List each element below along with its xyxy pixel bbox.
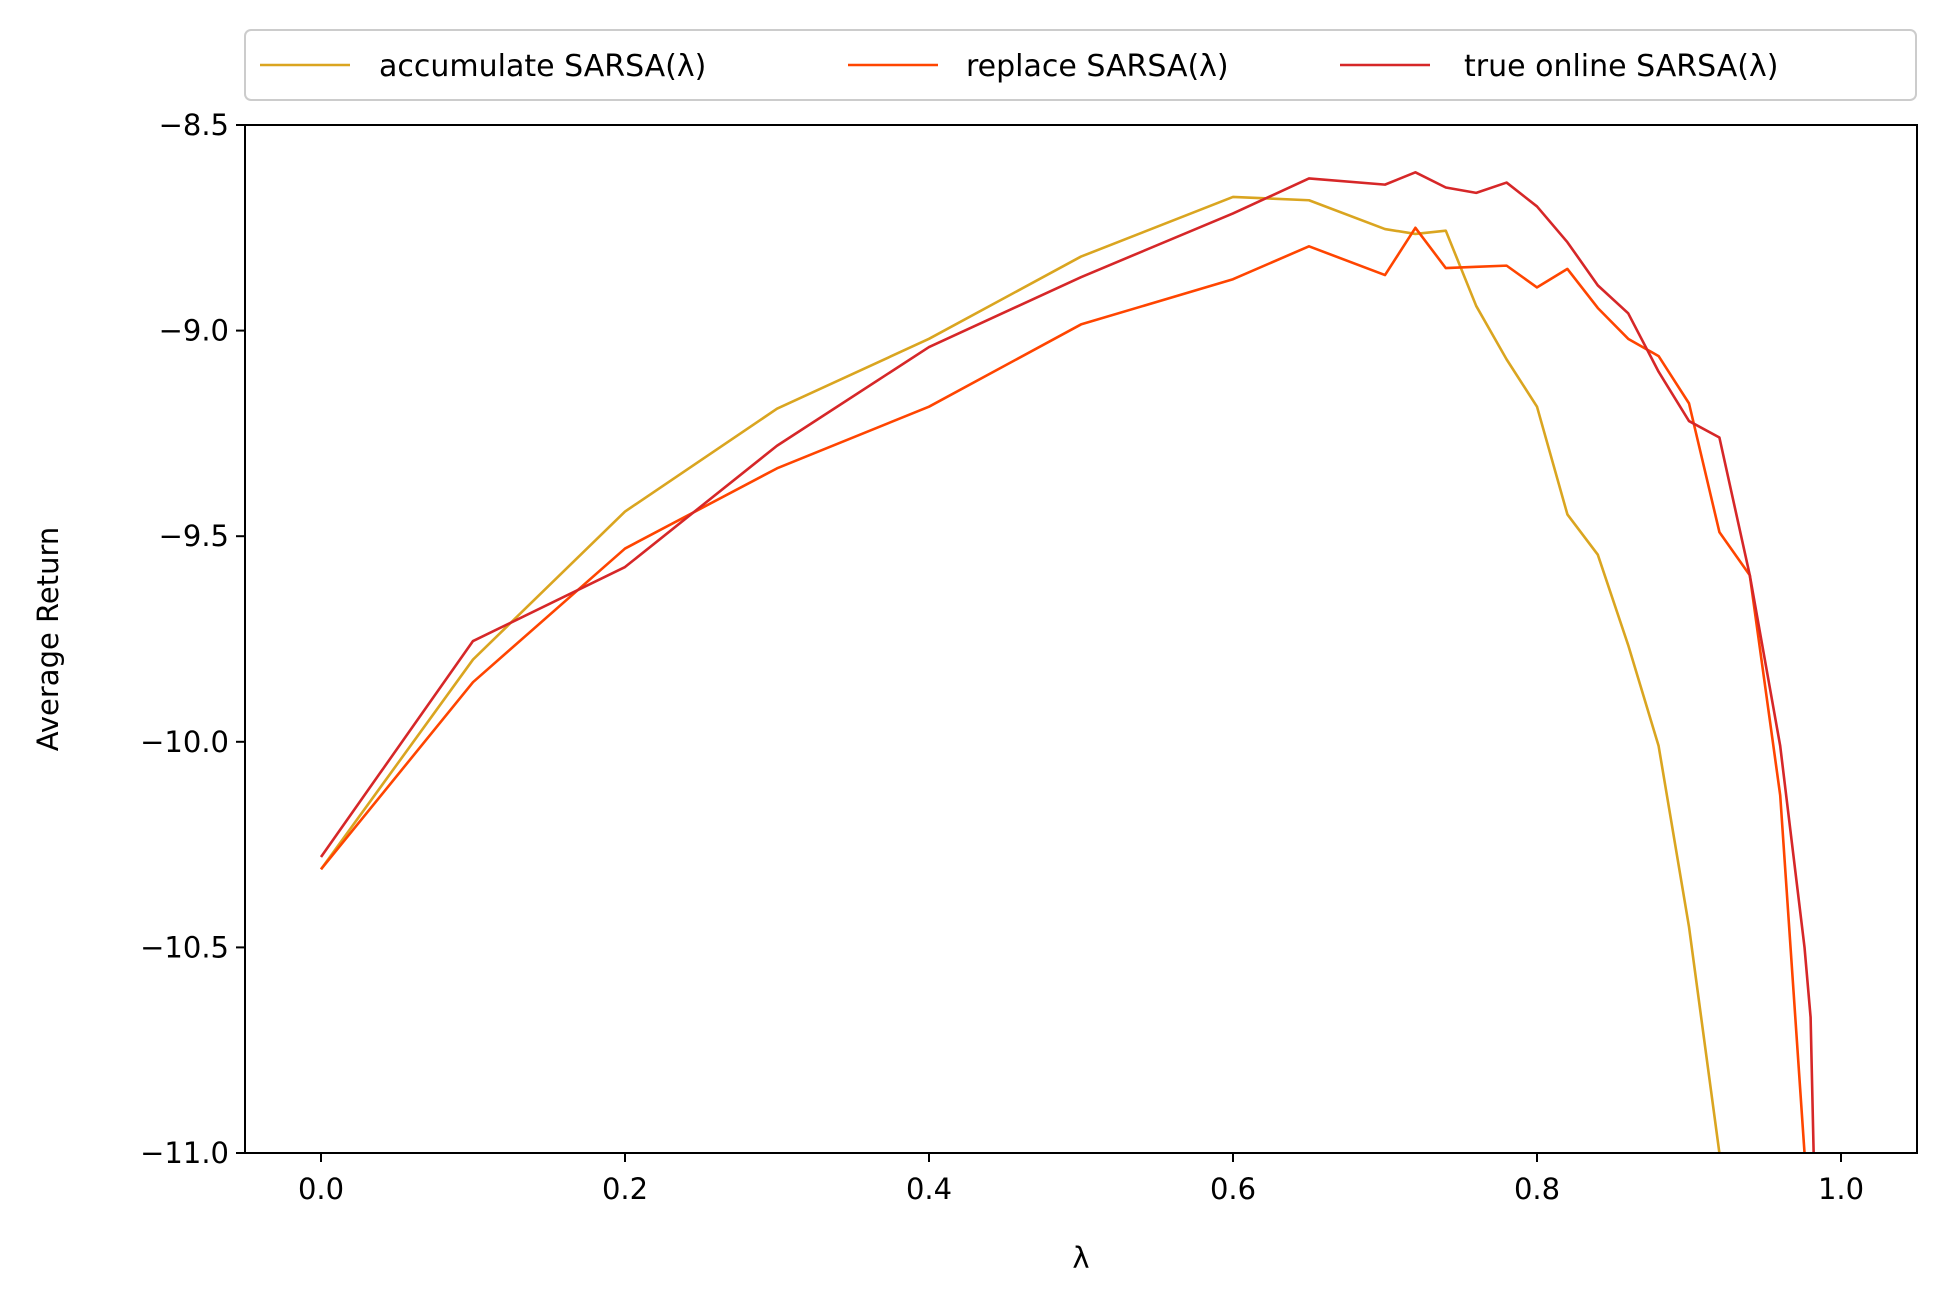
x-tick-label: 0.2 [602, 1172, 648, 1206]
x-tick-label: 1.0 [1818, 1172, 1864, 1206]
y-tick-label: −9.0 [159, 314, 229, 348]
x-axis-label: λ [1072, 1241, 1089, 1275]
x-tick-label: 0.0 [298, 1172, 344, 1206]
series-line-replace-sarsa [319, 226, 1806, 1153]
series-layer [319, 170, 1815, 1153]
legend-label-accumulate: accumulate SARSA(λ) [379, 49, 706, 84]
y-tick-label: −10.5 [140, 930, 229, 964]
x-tick-label: 0.4 [906, 1172, 952, 1206]
legend: accumulate SARSA(λ) replace SARSA(λ) tru… [244, 29, 1917, 101]
y-axis-ticks: −11.0 −10.5 −10.0 −9.5 −9.0 −8.5 [140, 108, 245, 1170]
x-axis-ticks: 0.0 0.2 0.4 0.6 0.8 1.0 [298, 1153, 1864, 1206]
y-tick-label: −11.0 [140, 1136, 229, 1170]
legend-label-replace: replace SARSA(λ) [966, 49, 1229, 84]
y-tick-label: −8.5 [159, 108, 229, 142]
legend-frame [244, 29, 1917, 101]
y-tick-label: −9.5 [159, 519, 229, 553]
series-line-true-online-sarsa [319, 170, 1815, 1153]
x-tick-label: 0.8 [1514, 1172, 1560, 1206]
legend-label-true-online: true online SARSA(λ) [1464, 49, 1778, 84]
x-tick-label: 0.6 [1210, 1172, 1256, 1206]
series-line-accumulate-sarsa [319, 195, 1721, 1153]
plot-frame [244, 124, 1918, 1154]
y-axis-label: Average Return [31, 527, 65, 752]
y-tick-label: −10.0 [140, 725, 229, 759]
